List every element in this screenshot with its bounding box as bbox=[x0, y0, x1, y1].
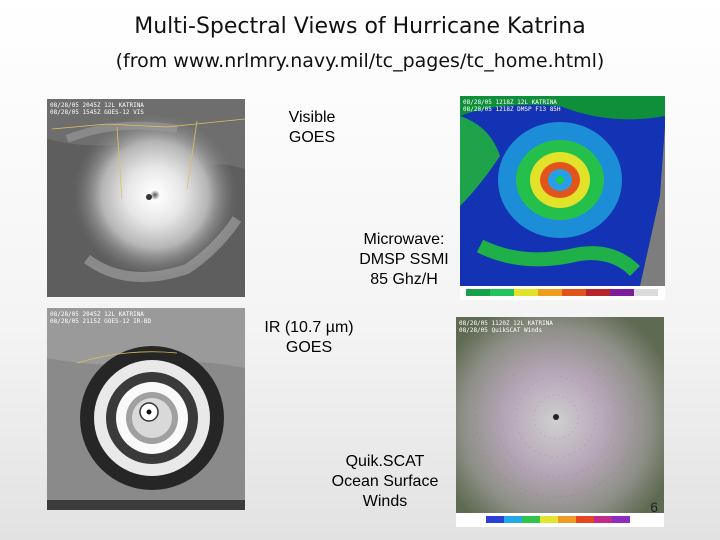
quikscat-label-line: Winds bbox=[362, 493, 408, 510]
ir-goes-label: IR (10.7 µm) GOES bbox=[250, 318, 368, 358]
microwave-label-line: Microwave: bbox=[363, 231, 445, 248]
quikscat-winds-image: 08/28/05 1120Z 12L KATRINA 08/28/05 Quik… bbox=[456, 317, 664, 527]
microwave-stamp-line: 08/28/05 1218Z 12L KATRINA bbox=[463, 99, 557, 106]
visible-goes-label-line: Visible bbox=[288, 109, 336, 126]
microwave-stamp-line: 08/28/05 1218Z DMSP F13 85H bbox=[463, 106, 561, 113]
quikscat-stamp-line: 08/28/05 QuikSCAT Winds bbox=[459, 327, 543, 334]
quikscat-label-line: Quik.SCAT bbox=[345, 453, 425, 470]
microwave-label-line: DMSP SSMI bbox=[359, 251, 449, 268]
quikscat-label-line: Ocean Surface bbox=[331, 473, 439, 490]
visible-stamp-line: 08/28/05 2045Z 12L KATRINA bbox=[50, 102, 144, 109]
slide-subtitle: (from www.nrlmry.navy.mil/tc_pages/tc_ho… bbox=[115, 50, 605, 72]
visible-stamp-line: 08/28/05 1545Z GOES-12 VIS bbox=[50, 109, 144, 116]
ir-stamp-line: 08/28/05 2045Z 12L KATRINA bbox=[50, 311, 144, 318]
visible-goes-label: Visible GOES bbox=[268, 108, 356, 148]
quikscat-stamp-line: 08/28/05 1120Z 12L KATRINA bbox=[459, 320, 553, 327]
ir-goes-image: 08/28/05 2045Z 12L KATRINA 08/28/05 2115… bbox=[47, 308, 245, 510]
microwave-ssmi-image: 08/28/05 1218Z 12L KATRINA 08/28/05 1218… bbox=[460, 96, 665, 300]
ir-goes-label-line: IR (10.7 µm) bbox=[264, 319, 354, 336]
slide-title: Multi-Spectral Views of Hurricane Katrin… bbox=[134, 14, 586, 39]
ir-stamp-line: 08/28/05 2115Z GOES-12 IR-BD bbox=[50, 318, 152, 325]
visible-goes-image: 08/28/05 2045Z 12L KATRINA 08/28/05 1545… bbox=[47, 99, 245, 297]
microwave-label-line: 85 Ghz/H bbox=[370, 271, 438, 288]
microwave-label: Microwave: DMSP SSMI 85 Ghz/H bbox=[348, 230, 460, 290]
page-number: 6 bbox=[650, 499, 658, 515]
visible-goes-label-line: GOES bbox=[288, 129, 336, 146]
ir-goes-label-line: GOES bbox=[285, 339, 333, 356]
quikscat-label: Quik.SCAT Ocean Surface Winds bbox=[318, 452, 452, 512]
